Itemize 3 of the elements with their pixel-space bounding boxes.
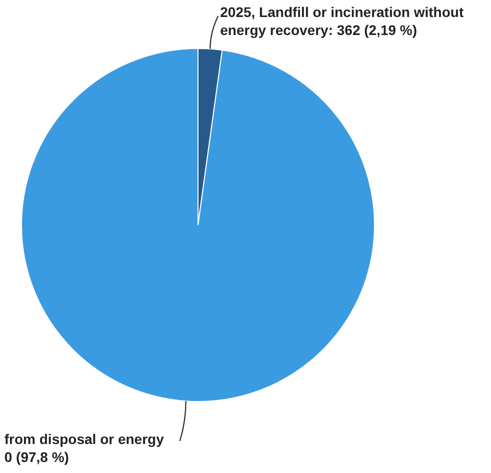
data-label: 0 (97,8 %) <box>4 448 69 465</box>
slice-label: from disposal or energy <box>4 430 164 447</box>
slice-label: 2025, Landfill or incineration without energy recovery: 362 (2,19 %) <box>220 4 464 38</box>
